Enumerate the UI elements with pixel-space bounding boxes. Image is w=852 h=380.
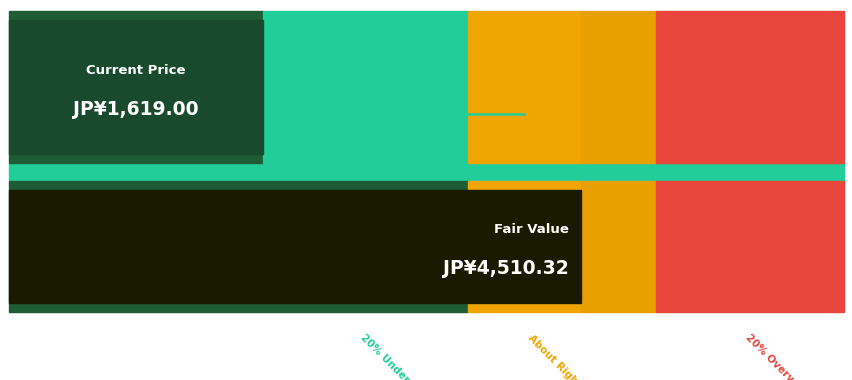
Bar [9, 181, 468, 312]
Bar [656, 11, 843, 163]
Text: 64.1%: 64.1% [268, 41, 349, 65]
Text: 20% Overvalued: 20% Overvalued [742, 332, 817, 380]
Bar [9, 163, 843, 181]
Text: JP¥4,510.32: JP¥4,510.32 [442, 260, 568, 279]
Text: JP¥1,619.00: JP¥1,619.00 [73, 100, 199, 119]
Bar [9, 190, 580, 302]
Bar [9, 11, 263, 163]
Bar [468, 181, 580, 312]
Text: Current Price: Current Price [86, 64, 186, 77]
Bar [468, 11, 580, 163]
Bar [263, 11, 468, 163]
Text: About Right: About Right [526, 332, 582, 380]
Text: 20% Undervalued: 20% Undervalued [359, 332, 439, 380]
Bar [580, 181, 656, 312]
Text: Undervalued: Undervalued [268, 90, 356, 105]
Bar [9, 21, 263, 154]
Text: Fair Value: Fair Value [493, 223, 568, 236]
Bar [656, 181, 843, 312]
Bar [580, 11, 656, 163]
